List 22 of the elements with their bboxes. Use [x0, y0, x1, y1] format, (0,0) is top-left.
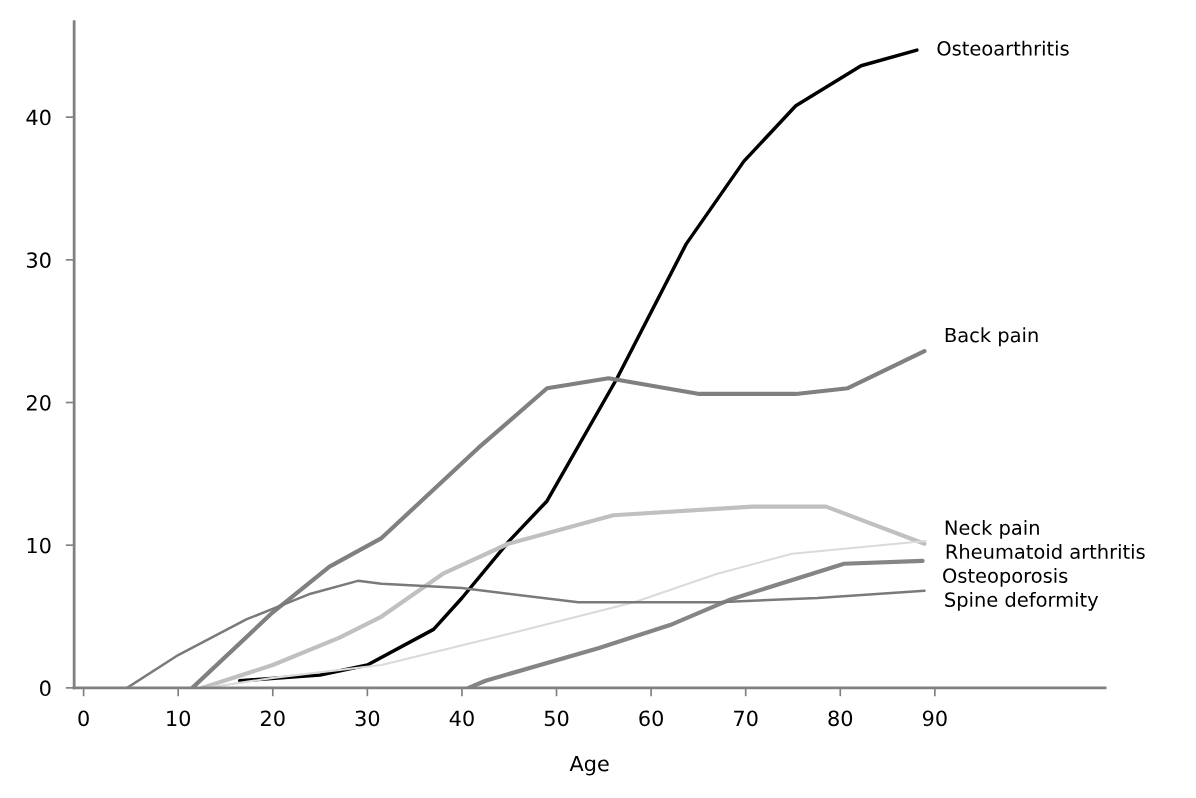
series-label: Rheumatoid arthritis [946, 543, 1145, 559]
y-tick-label: 10 [27, 537, 51, 554]
x-tick-label: 40 [449, 710, 474, 727]
x-tick-label: 90 [922, 710, 947, 727]
series-label: Osteoporosis [943, 567, 1068, 587]
x-tick-label: 0 [78, 710, 89, 727]
series-label: Neck pain [945, 519, 1039, 539]
x-tick-label: 60 [639, 710, 663, 727]
x-tick-label: 30 [355, 710, 380, 727]
series-label: Back pain [945, 327, 1038, 347]
series-label: Osteoarthritis [937, 40, 1069, 56]
x-tick-label: 10 [167, 710, 191, 727]
x-axis-title: Age [569, 755, 609, 776]
y-tick-label: 0 [40, 680, 51, 697]
x-tick-label: 70 [734, 710, 758, 727]
y-tick-label: 20 [26, 394, 51, 411]
series-label: Spine deformity [945, 591, 1099, 611]
x-tick-label: 50 [544, 710, 569, 727]
y-tick-label: 40 [26, 109, 51, 126]
y-tick-label: 30 [27, 252, 51, 269]
x-tick-label: 20 [261, 710, 285, 727]
x-tick-label: 80 [828, 710, 853, 727]
